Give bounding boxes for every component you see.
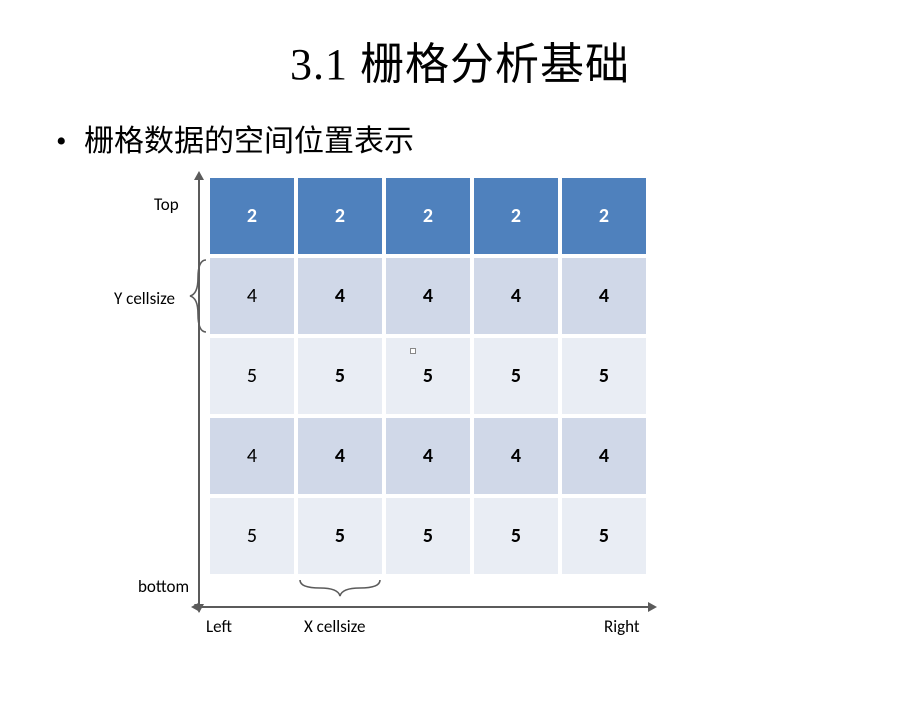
grid-cell: 2 xyxy=(298,178,382,254)
label-bottom: bottom xyxy=(138,576,189,597)
grid-cell: 2 xyxy=(474,178,558,254)
grid-cell: 5 xyxy=(562,338,646,414)
grid-cell: 2 xyxy=(562,178,646,254)
grid-cell: 5 xyxy=(474,338,558,414)
grid-cell: 4 xyxy=(210,258,294,334)
bullet-text: 栅格数据的空间位置表示 xyxy=(84,125,414,158)
grid-cell: 5 xyxy=(210,338,294,414)
y-cellsize-brace xyxy=(188,258,208,334)
x-axis xyxy=(198,606,650,608)
grid-cell: 4 xyxy=(210,418,294,494)
cursor-marker xyxy=(410,348,416,354)
grid-cell: 4 xyxy=(562,418,646,494)
slide-title: 3.1 栅格分析基础 xyxy=(0,28,920,92)
bullet-line: •栅格数据的空间位置表示 xyxy=(56,116,920,160)
grid-cell: 5 xyxy=(298,498,382,574)
grid-cell: 4 xyxy=(562,258,646,334)
label-xcellsize: X cellsize xyxy=(304,616,365,637)
label-top: Top xyxy=(154,194,179,215)
bullet-dot: • xyxy=(56,125,84,159)
grid-cell: 4 xyxy=(298,418,382,494)
label-left: Left xyxy=(206,616,232,637)
grid-cell: 5 xyxy=(210,498,294,574)
grid-cell: 4 xyxy=(386,418,470,494)
grid-cell: 4 xyxy=(474,258,558,334)
grid-cell: 4 xyxy=(298,258,382,334)
grid-cell: 5 xyxy=(386,498,470,574)
label-ycellsize: Y cellsize xyxy=(114,288,175,309)
label-right: Right xyxy=(604,616,640,637)
grid-cell: 4 xyxy=(474,418,558,494)
grid-cell: 5 xyxy=(298,338,382,414)
grid-cell: 4 xyxy=(386,258,470,334)
grid-cell: 5 xyxy=(562,498,646,574)
raster-diagram: 2222244444555554444455555 Top Y cellsize… xyxy=(120,178,760,658)
grid-cell: 5 xyxy=(474,498,558,574)
y-axis xyxy=(198,178,200,606)
grid-cell: 5 xyxy=(386,338,470,414)
x-cellsize-brace xyxy=(298,578,382,598)
grid-cell: 2 xyxy=(386,178,470,254)
grid-cell: 2 xyxy=(210,178,294,254)
raster-grid: 2222244444555554444455555 xyxy=(210,178,646,574)
